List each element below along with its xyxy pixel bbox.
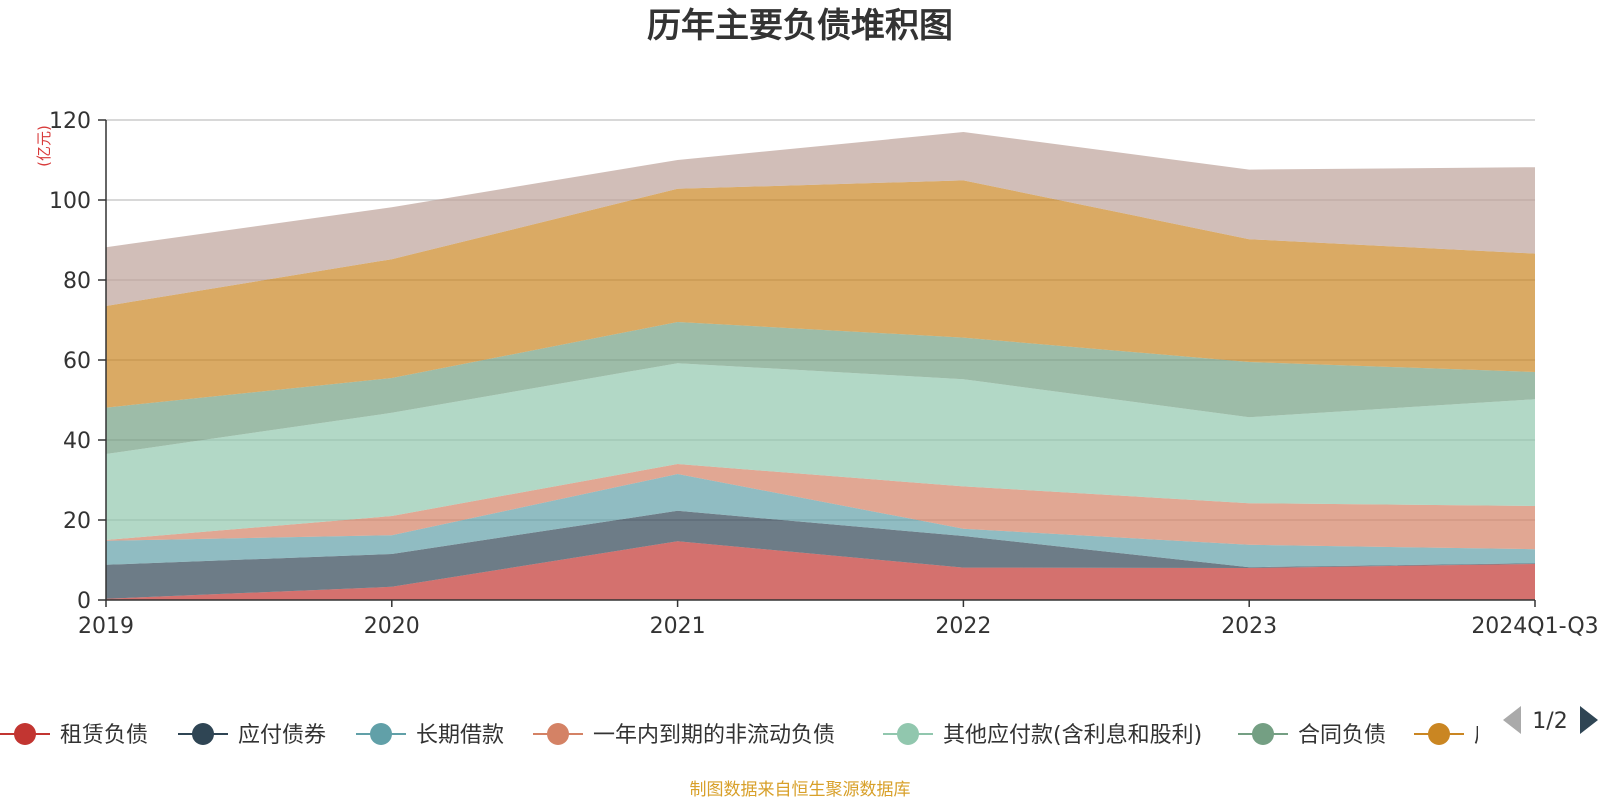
legend-item[interactable]: 租赁负债 bbox=[0, 723, 148, 748]
area-series-7[interactable] bbox=[106, 180, 1535, 408]
legend-label: 长期借款 bbox=[416, 723, 504, 748]
x-tick-label: 2020 bbox=[364, 614, 420, 639]
area-series-1[interactable] bbox=[106, 541, 1535, 600]
legend-next-icon[interactable] bbox=[1580, 706, 1598, 734]
area-series-2[interactable] bbox=[106, 510, 1535, 599]
y-tick-label: 120 bbox=[49, 109, 91, 134]
legend-item[interactable]: 应付债券 bbox=[178, 723, 326, 748]
legend-item[interactable]: 其他应付款(含利息和股利) bbox=[883, 723, 1202, 748]
data-source-note: 制图数据来自恒生聚源数据库 bbox=[690, 780, 911, 800]
legend-label: 一年内到期的非流动负债 bbox=[593, 723, 835, 748]
y-tick-label: 40 bbox=[63, 429, 91, 454]
area-series-4[interactable] bbox=[106, 464, 1535, 550]
x-tick-label: 2019 bbox=[78, 614, 134, 639]
legend-item[interactable]: 长期借款 bbox=[356, 723, 504, 748]
legend-prev-icon[interactable] bbox=[1503, 706, 1521, 734]
x-tick-label: 2023 bbox=[1221, 614, 1277, 639]
legend-item[interactable]: 合同负债 bbox=[1238, 723, 1386, 748]
x-tick-label: 2021 bbox=[650, 614, 706, 639]
area-series-6[interactable] bbox=[106, 322, 1535, 454]
legend-circle-marker bbox=[547, 723, 569, 745]
legend-circle-marker bbox=[1428, 723, 1450, 745]
chart-title: 历年主要负债堆积图 bbox=[647, 6, 953, 46]
legend-pager: 1/2 bbox=[1503, 706, 1598, 734]
legend-item[interactable]: 应 bbox=[1414, 723, 1496, 748]
legend-label: 应 bbox=[1474, 723, 1496, 748]
area-series-3[interactable] bbox=[106, 474, 1535, 568]
area-series-8[interactable] bbox=[106, 132, 1535, 306]
legend-page-indicator: 1/2 bbox=[1532, 709, 1567, 734]
y-tick-label: 100 bbox=[49, 189, 91, 214]
y-tick-label: 0 bbox=[77, 589, 91, 614]
legend-circle-marker bbox=[897, 723, 919, 745]
legend-circle-marker bbox=[192, 723, 214, 745]
y-tick-label: 80 bbox=[63, 269, 91, 294]
legend-circle-marker bbox=[14, 723, 36, 745]
legend-item[interactable]: 一年内到期的非流动负债 bbox=[533, 723, 835, 748]
legend-circle-marker bbox=[1252, 723, 1274, 745]
legend-circle-marker bbox=[370, 723, 392, 745]
legend-label: 应付债券 bbox=[238, 723, 326, 748]
legend-label: 其他应付款(含利息和股利) bbox=[943, 723, 1202, 748]
x-tick-label: 2024Q1-Q3 bbox=[1471, 614, 1598, 639]
area-series-5[interactable] bbox=[106, 363, 1535, 540]
x-tick-label: 2022 bbox=[935, 614, 991, 639]
y-axis-unit-label: (亿元) bbox=[35, 125, 53, 167]
y-tick-label: 20 bbox=[63, 509, 91, 534]
y-tick-label: 60 bbox=[63, 349, 91, 374]
legend-label: 合同负债 bbox=[1298, 723, 1386, 748]
legend-label: 租赁负债 bbox=[60, 723, 148, 748]
